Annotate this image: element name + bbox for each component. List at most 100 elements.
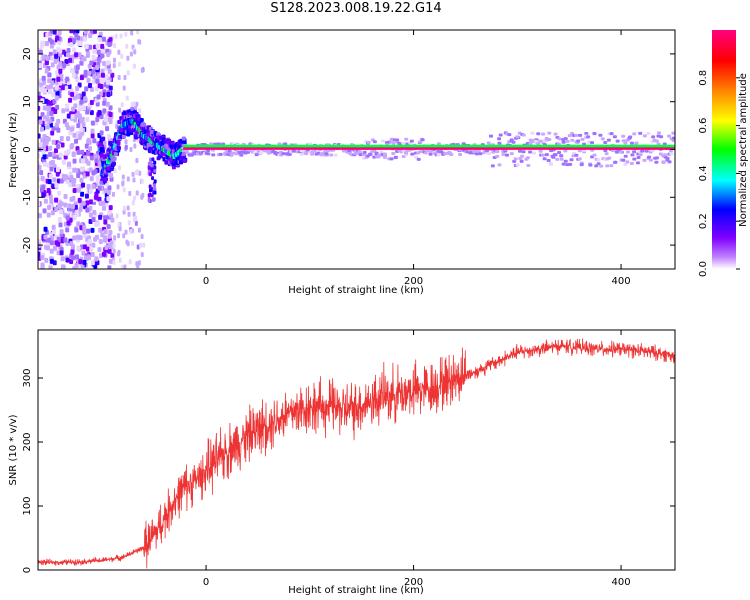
spectrogram-cell [150,167,154,172]
spectrogram-cell [102,205,107,211]
spectrogram-cell [78,133,83,139]
spectrogram-cell [113,151,118,156]
spectrogram-cell [57,216,62,222]
spectrogram-cell [88,188,93,194]
spectrogram-cell [179,160,184,165]
spec-y-tick-label: 10 [22,95,33,108]
spectrogram-cell [75,65,80,71]
spectrogram-cell [604,152,609,156]
spectrogram-cell [83,72,88,78]
spectrogram-cell [97,247,102,253]
spectrogram-cell [134,135,139,140]
spectrogram-cell [108,119,113,125]
spectrogram-cell [99,130,104,136]
spectrogram-cell [89,176,94,182]
spectrogram-cell [647,155,652,159]
spectrogram-cell [86,228,91,234]
spectrogram-cell [283,142,288,146]
spectrogram-cell [83,96,88,102]
spectrogram-cell [52,49,57,55]
spectrogram-cell [568,162,573,166]
spectrogram-cell [357,150,362,154]
spectrogram-cell [135,190,139,196]
spectrogram-cell [377,153,382,157]
spectrogram-cell [127,211,131,217]
spectrogram-cell [63,202,68,208]
spectrogram-cell [107,265,112,269]
spectrogram-cell [124,31,128,37]
spectrogram-cell [129,51,133,57]
spec-x-tick-label: 0 [203,276,209,287]
spectrogram-cell [86,137,91,143]
snr-y-ticks: 0 100 200 300 [22,368,675,573]
spectrogram-cell [71,151,76,157]
spectrogram-cell [404,137,409,141]
spectrogram-cell [44,257,49,263]
spectrogram-cell [85,116,90,122]
spectrogram-cell [100,43,105,49]
spectrogram-cell [91,170,96,176]
spectrogram-cell [79,166,84,172]
spectrogram-cell [57,190,62,196]
spectrogram-cell [108,105,113,111]
spectrogram-cell [110,217,115,223]
spectrogram-cell [233,152,238,156]
spectrogram-cell [95,64,100,70]
spectrogram-cell [166,147,171,152]
spectrogram-cell [216,142,221,146]
spectrogram-cell [85,207,90,213]
spectrogram-cell [531,151,536,155]
spectrogram-cell [505,153,510,157]
spectrogram-cell [140,67,144,73]
spectrogram-cell [515,135,520,139]
spectrogram-cell [60,256,65,262]
spectrogram-cell [107,185,112,191]
spectrogram-cell [436,153,441,157]
spectrogram-cell [547,131,552,135]
spectrogram-cell [497,137,502,141]
spectrogram-cell [151,176,155,181]
spectrogram-cell [132,177,136,183]
spectrogram-cell [94,256,99,262]
spectrogram-cell [71,72,76,78]
spectrogram-cell [134,220,138,226]
spectrogram-cell [607,156,612,160]
spectrogram-cell [61,108,66,114]
spectrogram-cell [103,219,108,225]
spectrogram-cell [122,85,126,91]
spectrogram-cell [65,125,70,131]
spectrogram-cell [536,142,541,146]
spectrogram-cell [48,84,53,90]
spectrogram-cell [47,204,52,210]
spectrogram-cell [76,123,81,129]
spectrogram-cell [586,135,591,139]
spectrogram-cell [58,80,63,86]
spectrogram-cell [94,157,99,163]
spectrogram-cell [45,32,50,38]
spectrogram-cell [38,146,42,152]
spectrogram-cell [657,131,662,135]
spectrogram-cell [42,208,47,214]
spectrogram-cell [661,160,666,164]
spectrogram-cell [123,74,127,80]
spectrogram-cell [133,49,137,55]
spectrogram-cell [136,244,140,250]
spectrogram-cell [65,103,70,109]
spectrogram-cell [89,86,94,92]
spectrogram-cell [121,174,125,180]
spectrogram-cell [621,134,626,138]
spectrogram-cell [77,52,82,58]
spectrogram-cell [74,254,79,260]
spectrogram-cell [56,241,61,247]
figure-title: S128.2023.008.19.22.G14 [270,1,442,16]
spectrogram-cell [38,142,43,148]
spectrogram-cell [667,134,672,138]
snr-y-tick-label: 200 [22,432,33,451]
spectrogram-cell [38,91,41,97]
spectrogram-cell [107,41,112,47]
spectrogram-cell [66,113,71,119]
spectrogram-cell [128,259,132,265]
spectrogram-x-label: Height of straight line (km) [288,285,424,296]
spectrogram-cell [418,140,423,144]
spectrogram-cell [586,140,591,144]
